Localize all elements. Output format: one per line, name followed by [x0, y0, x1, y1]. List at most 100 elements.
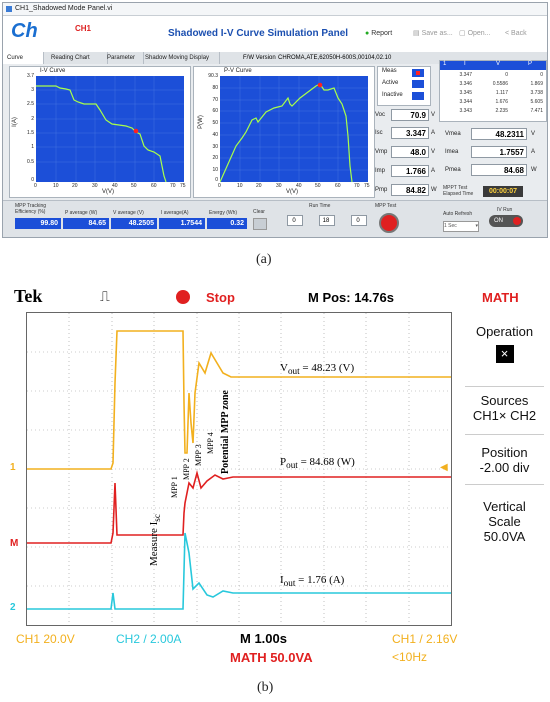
- energy-value: 0.32: [207, 218, 247, 229]
- position-label: Position: [481, 445, 528, 460]
- imea-label: Imea: [445, 149, 459, 155]
- table-cell: 3.346: [459, 81, 472, 87]
- iv-xtick: 0: [34, 183, 37, 189]
- v-average-label: V average (V): [113, 210, 144, 216]
- run-time-seconds[interactable]: 0: [351, 215, 367, 226]
- scale-label: Scale: [488, 514, 521, 529]
- pv-ytick: 30: [212, 144, 218, 150]
- iv-xtick: 75: [180, 183, 186, 189]
- clear-button[interactable]: [253, 218, 267, 230]
- tracking-value: 99.80: [15, 218, 61, 229]
- pout-sub: out: [286, 460, 298, 471]
- pmea-label: Pmea: [445, 167, 461, 173]
- iv-yticks: 3.7 3 2.5 2 1.5 1 0.5 0: [12, 73, 34, 185]
- operation-menu[interactable]: Operation ×: [465, 312, 544, 386]
- run-time-minutes[interactable]: 18: [319, 215, 335, 226]
- acq-status: Stop: [206, 290, 235, 305]
- report-button[interactable]: ● Report: [365, 16, 392, 52]
- i-average-label: I average(A): [161, 210, 189, 216]
- p-average-value: 84.65: [63, 218, 109, 229]
- vout-symbol: V: [280, 362, 288, 374]
- report-icon: ●: [365, 30, 370, 37]
- iv-data-table[interactable]: 1 I V P 3.347 0 0 3.346 0.5586 1.869 3.3…: [439, 60, 547, 122]
- p-average-label: P average (W): [65, 210, 98, 216]
- trigger-frequency: <10Hz: [392, 650, 428, 664]
- pv-curve-panel: P-V Curve P(W) 90.3 80 70 60: [193, 66, 375, 198]
- tab-parameter[interactable]: Parameter: [103, 52, 144, 64]
- mpp-test-button[interactable]: [379, 213, 399, 233]
- mpp1-label: MPP 1: [170, 476, 179, 498]
- tab-curve[interactable]: Curve: [3, 52, 44, 64]
- window-title: CH1_Shadowed Mode Panel.vi: [15, 5, 113, 12]
- table-col-i: I: [464, 61, 466, 67]
- fw-version-label: F/W Version: [243, 55, 276, 61]
- pv-mpp-point: [317, 82, 323, 88]
- math-marker: M: [10, 538, 19, 549]
- iout-annotation: Iout = 1.76 (A): [280, 574, 344, 588]
- back-button[interactable]: < Back: [505, 16, 527, 52]
- table-cell: 2.235: [495, 108, 508, 114]
- channel-label: CH1: [75, 24, 92, 33]
- table-cell: 3.343: [459, 108, 472, 114]
- tab-shadow-moving-display[interactable]: Shadow Moving Display: [141, 52, 220, 64]
- auto-refresh-select[interactable]: 1 Sec ▾: [443, 221, 479, 232]
- save-as-button[interactable]: ▤ Save as...: [413, 16, 453, 52]
- iv-curve-title: I-V Curve: [40, 68, 66, 74]
- open-button[interactable]: ▢ Open...: [459, 16, 491, 52]
- chroma-logo: Ch: [11, 20, 38, 42]
- pv-xtick: 30: [276, 183, 282, 189]
- stop-indicator-icon: [176, 290, 190, 304]
- measure-sub: sc: [152, 514, 163, 522]
- energy-label: Energy (Wh): [209, 210, 238, 216]
- table-cell: 5.605: [530, 99, 543, 105]
- m-pos: M Pos: 14.76s: [308, 290, 394, 305]
- tab-reading-chart[interactable]: Reading Chart: [47, 52, 108, 64]
- sources-label: Sources: [480, 393, 529, 408]
- pv-xtick: 20: [256, 183, 262, 189]
- vmp-value: 48.0: [391, 146, 429, 158]
- mpp4-label: MPP 4: [206, 432, 215, 454]
- pv-xtick: 40: [296, 183, 302, 189]
- table-cell: 1.117: [495, 90, 508, 96]
- back-label: Back: [511, 30, 527, 37]
- app-icon: [6, 6, 12, 12]
- tracking-label: MPP Tracking Efficiency (%): [15, 203, 47, 215]
- table-cell: 3.738: [530, 90, 543, 96]
- pv-ytick: 70: [212, 97, 218, 103]
- app-title: Shadowed I-V Curve Simulation Panel: [168, 28, 349, 39]
- iv-run-label: IV Run: [497, 207, 513, 213]
- pv-xtick: 60: [335, 183, 341, 189]
- mpp-test-label: MPP Test: [375, 203, 397, 209]
- pmea-value: 84.68: [471, 164, 527, 176]
- pv-xtick: 0: [218, 183, 221, 189]
- iv-xtick: 60: [151, 183, 157, 189]
- pv-ytick: 40: [212, 132, 218, 138]
- run-time-hours[interactable]: 0: [287, 215, 303, 226]
- auto-refresh-value: 1 Sec: [444, 223, 457, 229]
- position-menu[interactable]: Position -2.00 div: [465, 434, 544, 485]
- iv-run-toggle[interactable]: ON: [489, 215, 523, 227]
- legend-active: Active: [382, 80, 399, 86]
- iv-xtick: 50: [131, 183, 137, 189]
- ch2-scale: CH2 / 2.00A: [116, 632, 182, 646]
- bottom-bar: MPP Tracking Efficiency (%) 99.80 P aver…: [3, 200, 547, 237]
- sources-menu[interactable]: Sources CH1× CH2: [465, 386, 544, 435]
- measure-isc-label: Measure Isc: [148, 514, 162, 566]
- toolbar: Ch CH1 Shadowed I-V Curve Simulation Pan…: [3, 16, 547, 53]
- vertical-label: Vertical: [483, 499, 526, 514]
- imp-value: 1.766: [391, 165, 429, 177]
- waveform-svg: [27, 313, 451, 625]
- vertical-scale-menu[interactable]: Vertical Scale 50.0VA: [465, 484, 544, 565]
- fw-version-value: CHROMA,ATE,62050H-600S,00104,02.10: [278, 55, 392, 61]
- mpp-measure: Vmea 48.2311 V Imea 1.7557 A Pmea 84.68 …: [439, 128, 545, 178]
- ch2-marker: 2: [10, 602, 16, 613]
- legend-meas: Meas: [382, 68, 397, 74]
- pv-xtick: 10: [237, 183, 243, 189]
- ch1-scale: CH1 20.0V: [16, 632, 75, 646]
- table-cell: 0: [540, 72, 543, 78]
- table-cell: 1.676: [495, 99, 508, 105]
- pv-xtick: 50: [315, 183, 321, 189]
- curve-readings: Voc 70.9 V Isc 3.347 A Vmp 48.0 V Imp 1.…: [373, 109, 437, 199]
- open-label: Open...: [467, 30, 491, 37]
- isc-unit: A: [431, 130, 436, 136]
